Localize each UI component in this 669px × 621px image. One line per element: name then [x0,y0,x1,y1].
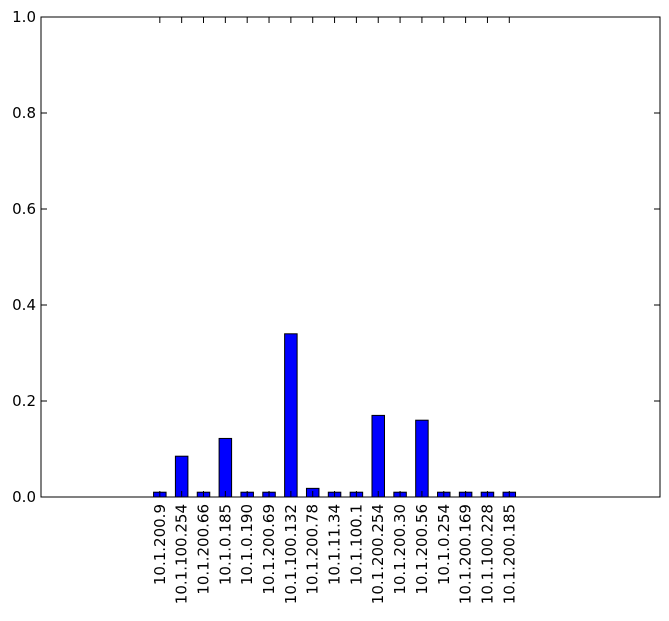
bars [153,333,517,498]
x-axis: 10.1.200.9 10.1.100.254 10.1.200.66 10.1.0.… [151,17,518,604]
x-tick-label: 10.1.200.169 [457,504,475,604]
bar [218,437,233,498]
bar [371,414,385,498]
x-tick-label: 10.1.200.185 [500,504,518,604]
bar [284,333,298,498]
x-tick-label: 10.1.200.30 [391,504,409,595]
x-tick-label: 10.1.11.34 [326,504,344,585]
x-tick-label: 10.1.200.56 [413,504,431,595]
x-tick-label: 10.1.0.185 [216,504,234,585]
x-tick-label: 10.1.100.228 [478,504,496,604]
x-tick-label: 10.1.0.254 [435,504,453,585]
bar [174,455,189,498]
x-tick-label: 10.1.200.66 [195,504,213,595]
y-tick-label: 0.0 [12,488,36,506]
y-axis: 0.0 0.2 0.4 0.6 0.8 1.0 [12,8,660,506]
x-tick-label: 10.1.200.254 [369,504,387,604]
bar [415,419,429,498]
y-tick-label: 1.0 [12,8,36,26]
plot-area-frame [40,16,661,498]
x-tick-label: 10.1.100.132 [282,504,300,604]
y-tick-label: 0.2 [12,392,36,410]
y-tick-label: 0.4 [12,296,36,314]
x-tick-label: 10.1.0.190 [238,504,256,585]
y-tick-label: 0.6 [12,200,36,218]
x-tick-label: 10.1.200.78 [304,504,322,595]
x-tick-label: 10.1.100.1 [347,504,365,585]
x-tick-label: 10.1.100.254 [173,504,191,604]
y-tick-label: 0.8 [12,104,36,122]
x-tick-label: 10.1.200.69 [260,504,278,595]
x-tick-label: 10.1.200.9 [151,504,169,585]
